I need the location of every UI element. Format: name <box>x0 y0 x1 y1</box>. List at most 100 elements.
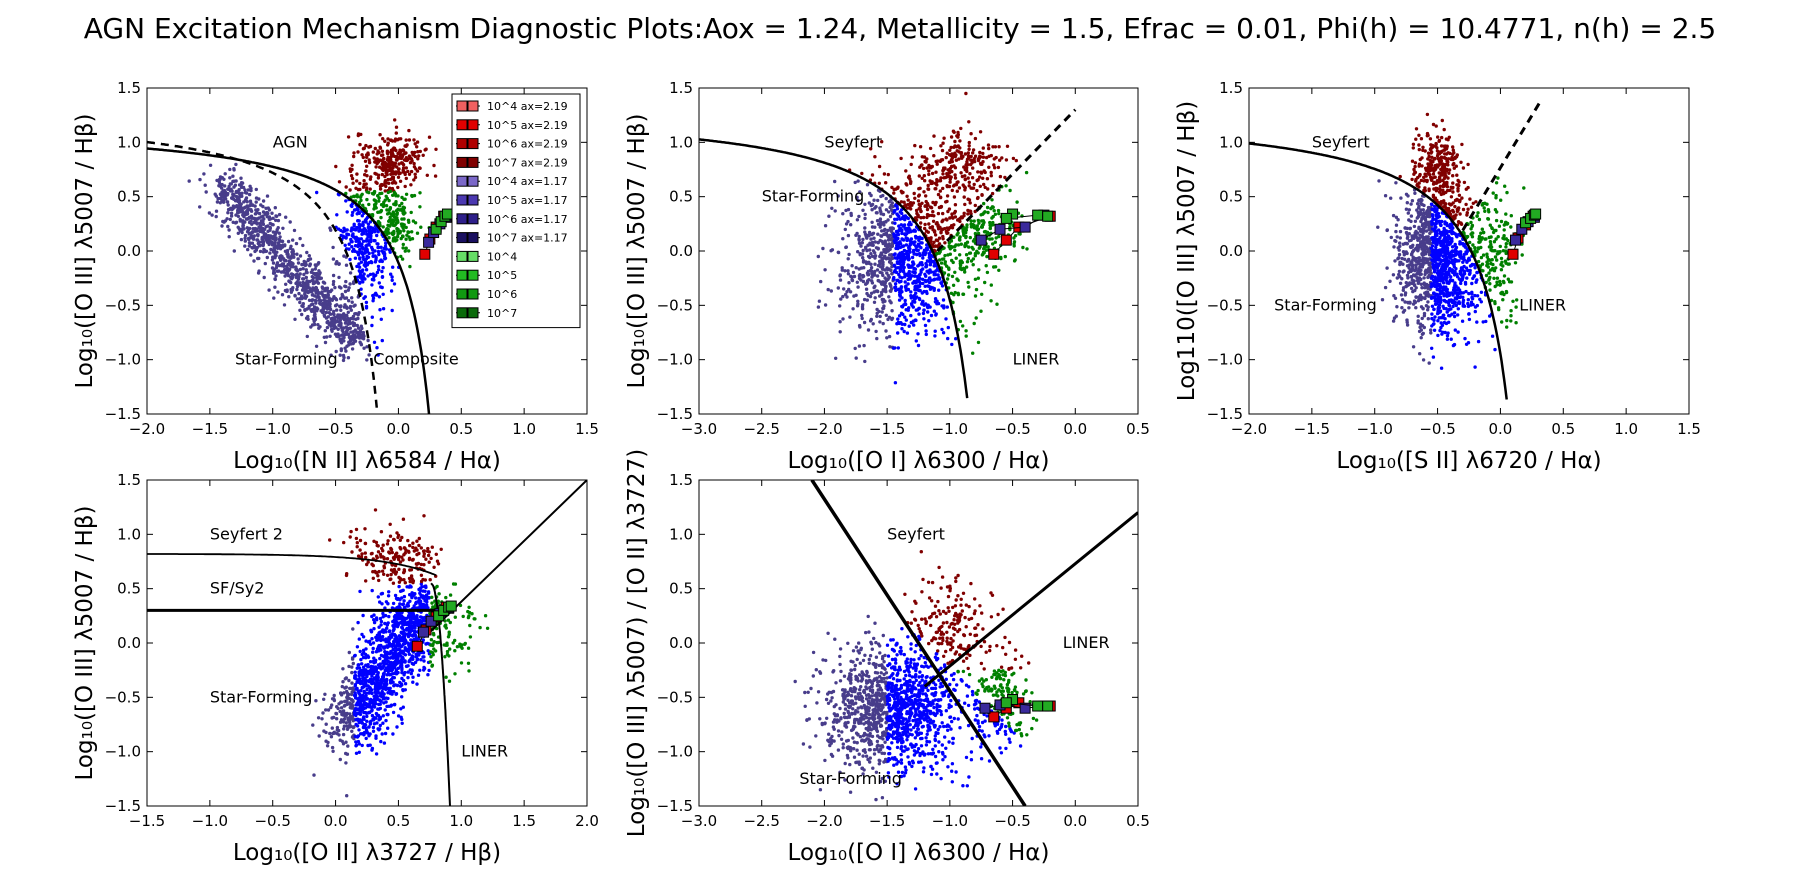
scatter-point <box>895 207 900 211</box>
scatter-point <box>938 179 943 183</box>
scatter-point <box>1402 308 1407 313</box>
scatter-point <box>1449 228 1454 233</box>
scatter-point <box>892 277 896 281</box>
scatter-point <box>965 260 970 264</box>
scatter-point <box>896 278 900 282</box>
scatter-point <box>875 268 880 272</box>
scatter-point <box>1012 240 1017 244</box>
scatter-point <box>917 187 921 191</box>
scatter-point <box>318 301 322 305</box>
scatter-point <box>933 334 937 338</box>
scatter-point <box>230 196 234 200</box>
scatter-point <box>925 215 929 220</box>
scatter-point <box>352 224 356 228</box>
scatter-point <box>395 211 399 215</box>
scatter-point <box>919 209 923 214</box>
scatter-point <box>1011 156 1016 161</box>
scatter-point <box>1439 298 1443 302</box>
scatter-point <box>971 151 975 155</box>
scatter-point <box>1406 276 1410 280</box>
scatter-point <box>365 345 369 349</box>
scatter-point <box>361 185 366 189</box>
scatter-point <box>875 274 880 278</box>
scatter-point <box>1431 217 1435 221</box>
scatter-point <box>889 228 893 233</box>
scatter-point <box>1403 291 1408 295</box>
y-tick-label: −1.0 <box>657 351 693 369</box>
scatter-point <box>892 253 896 257</box>
scatter-point <box>1415 208 1419 212</box>
scatter-point <box>941 141 945 145</box>
scatter-point <box>1432 307 1436 311</box>
scatter-point <box>363 250 368 255</box>
scatter-point <box>922 289 926 294</box>
panel-oi: −3.0 −2.5 −2.0 −1.5 −1.0 −0.5 0.0 0.5−1.5−1.0−0… <box>624 79 1150 474</box>
scatter-point <box>1442 306 1446 311</box>
scatter-point <box>991 145 995 149</box>
kewley-line <box>147 147 431 414</box>
scatter-point <box>1409 286 1414 291</box>
scatter-point <box>1428 231 1432 236</box>
scatter-point <box>250 230 255 234</box>
scatter-series-liner <box>344 189 431 269</box>
scatter-point <box>846 269 850 273</box>
scatter-point <box>879 290 884 295</box>
scatter-point <box>376 353 380 357</box>
scatter-point <box>927 251 932 256</box>
scatter-point <box>894 270 899 275</box>
scatter-point <box>958 216 963 220</box>
scatter-point <box>366 225 371 229</box>
scatter-point <box>187 179 191 183</box>
scatter-point <box>1405 318 1409 322</box>
scatter-point <box>315 190 319 195</box>
scatter-point <box>892 263 896 267</box>
scatter-point <box>925 207 930 212</box>
scatter-point <box>985 270 990 275</box>
scatter-point <box>943 166 947 170</box>
scatter-point <box>1438 231 1442 235</box>
scatter-point <box>978 184 982 188</box>
scatter-point <box>861 237 865 242</box>
scatter-point <box>379 215 383 220</box>
scatter-point <box>353 303 357 307</box>
scatter-point <box>842 287 846 291</box>
legend-marker <box>467 232 479 244</box>
scatter-point <box>1432 267 1436 271</box>
scatter-point <box>371 299 375 303</box>
scatter-point <box>427 135 432 139</box>
scatter-point <box>1414 137 1418 141</box>
scatter-point <box>938 159 942 164</box>
scatter-point <box>270 211 274 215</box>
scatter-point <box>887 210 891 214</box>
scatter-point <box>392 236 396 240</box>
scatter-point <box>279 245 284 250</box>
scatter-point <box>350 347 355 351</box>
scatter-point <box>985 254 989 259</box>
scatter-point <box>982 169 986 173</box>
scatter-point <box>903 275 907 279</box>
scatter-point <box>1430 258 1434 262</box>
scatter-point <box>903 280 907 284</box>
scatter-point <box>343 315 347 319</box>
scatter-point <box>967 245 971 249</box>
panel-nii: −2.0 −1.5 −1.0 −0.5 0.0 0.5 1.0 1.5−1.5−1.0−0.5… <box>72 79 599 474</box>
scatter-series-blue <box>315 190 401 357</box>
scatter-point <box>946 227 951 232</box>
scatter-point <box>989 223 993 227</box>
scatter-point <box>376 149 380 153</box>
scatter-point <box>982 201 986 206</box>
scatter-point <box>1430 254 1435 258</box>
legend-marker <box>456 307 468 319</box>
scatter-point <box>896 287 901 292</box>
model-marker <box>1032 209 1044 221</box>
x-tick-label: −1.0 <box>254 420 290 438</box>
scatter-point <box>291 238 295 242</box>
scatter-point <box>388 186 392 190</box>
scatter-point <box>1405 232 1410 236</box>
scatter-point <box>1397 252 1402 257</box>
x-tick-label: −1.5 <box>192 420 228 438</box>
scatter-point <box>245 209 249 213</box>
scatter-point <box>1405 259 1410 263</box>
scatter-point <box>959 242 963 246</box>
